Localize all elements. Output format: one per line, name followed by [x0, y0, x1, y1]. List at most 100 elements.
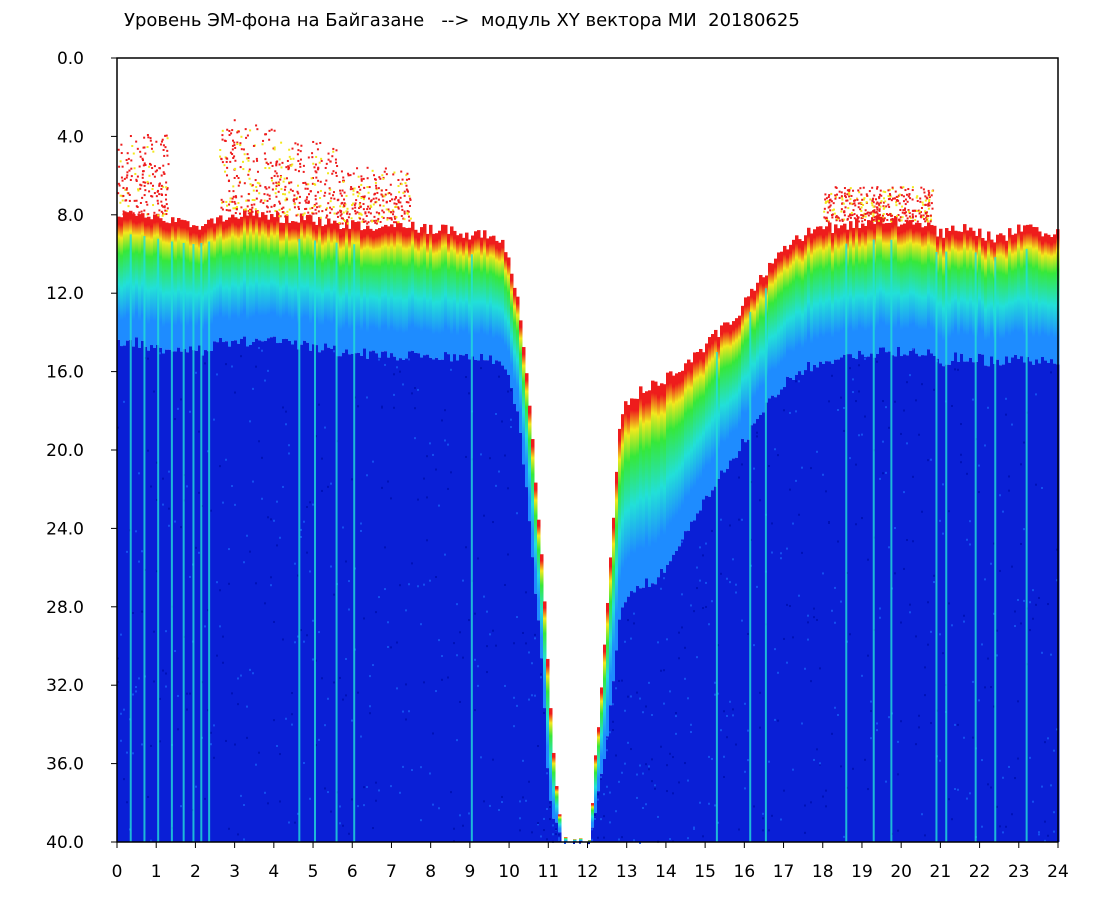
heatmap-speckle	[681, 593, 683, 596]
heatmap-speckle	[165, 630, 167, 633]
heatmap-low-band	[312, 344, 316, 842]
burst-dot	[259, 184, 262, 187]
heatmap-speckle	[999, 569, 1001, 572]
x-tick-label: 8	[425, 862, 436, 882]
burst-dot	[831, 209, 834, 212]
burst-dot	[362, 220, 365, 223]
heatmap-band	[1023, 225, 1027, 363]
burst-dot	[125, 188, 128, 191]
heatmap-speckle	[768, 760, 770, 763]
burst-dot	[403, 212, 406, 215]
burst-dot	[151, 167, 154, 170]
burst-dot	[274, 192, 277, 195]
heatmap-speckle	[330, 482, 332, 485]
burst-dot	[928, 204, 931, 207]
burst-dot	[133, 199, 136, 202]
heatmap-speckle	[627, 695, 629, 698]
heatmap-speckle	[990, 686, 992, 689]
heatmap-speckle	[843, 835, 845, 838]
heatmap-speckle	[888, 546, 890, 549]
heatmap-speckle	[291, 723, 293, 726]
burst-dot	[126, 162, 129, 165]
burst-dot	[341, 189, 344, 192]
heatmap-band	[885, 223, 889, 353]
burst-dot	[288, 155, 291, 158]
heatmap-speckle	[516, 512, 518, 515]
heatmap-speckle	[321, 457, 323, 460]
heatmap-low-band	[399, 358, 403, 842]
heatmap-band	[168, 223, 172, 350]
heatmap-band	[708, 337, 712, 497]
burst-dot	[360, 213, 363, 216]
burst-dot	[407, 210, 410, 213]
heatmap-speckle	[744, 702, 746, 705]
heatmap-speckle	[333, 681, 335, 684]
burst-dot	[925, 211, 928, 214]
heatmap-band	[555, 786, 559, 823]
heatmap-low-band	[690, 521, 694, 842]
heatmap-speckle	[267, 802, 269, 805]
heatmap-speckle	[294, 641, 296, 644]
heatmap-speckle	[957, 368, 959, 371]
heatmap-speckle	[1047, 834, 1049, 837]
heatmap-speckle	[327, 697, 329, 700]
burst-dot	[355, 199, 358, 202]
burst-dot	[841, 218, 844, 221]
burst-dot	[374, 181, 377, 184]
heatmap-speckle	[954, 723, 956, 726]
burst-dot	[331, 172, 334, 175]
burst-dot	[315, 176, 318, 179]
heatmap-low-band	[147, 350, 151, 842]
heatmap-low-band	[354, 353, 358, 842]
heatmap-speckle	[981, 643, 983, 646]
burst-dot	[164, 193, 167, 196]
burst-dot	[127, 205, 130, 208]
burst-dot	[154, 170, 157, 173]
heatmap-speckle	[957, 723, 959, 726]
burst-dot	[333, 197, 336, 200]
heatmap-band	[609, 557, 613, 706]
burst-dot	[394, 221, 397, 224]
heatmap-band	[915, 222, 919, 354]
heatmap-band	[1011, 234, 1015, 358]
burst-dot	[250, 203, 253, 206]
heatmap-speckle	[264, 791, 266, 794]
heatmap-speckle	[717, 821, 719, 824]
heatmap-speckle	[141, 743, 143, 746]
burst-dot	[263, 193, 266, 196]
heatmap-band	[138, 214, 142, 348]
heatmap-speckle	[612, 729, 614, 732]
heatmap-low-band	[654, 584, 658, 842]
heatmap-low-band	[315, 345, 319, 842]
heatmap-speckle	[552, 824, 554, 827]
heatmap-band	[660, 383, 664, 569]
burst-dot	[392, 210, 395, 213]
heatmap-band	[753, 290, 757, 424]
burst-dot	[359, 188, 362, 191]
burst-dot	[847, 192, 850, 195]
burst-dot	[242, 168, 245, 171]
heatmap-speckle	[753, 467, 755, 470]
burst-dot	[870, 219, 873, 222]
heatmap-speckle	[267, 369, 269, 372]
heatmap-speckle	[405, 683, 407, 686]
heatmap-low-band	[234, 340, 238, 842]
heatmap-low-band	[294, 340, 298, 842]
burst-dot	[919, 197, 922, 200]
heatmap-speckle	[312, 619, 314, 622]
heatmap-speckle	[711, 600, 713, 603]
burst-dot	[398, 191, 401, 194]
burst-dot	[302, 214, 305, 217]
heatmap-speckle	[288, 444, 290, 447]
burst-dot	[288, 208, 291, 211]
heatmap-speckle	[378, 596, 380, 599]
heatmap-speckle	[126, 550, 128, 553]
heatmap-speckle	[753, 805, 755, 808]
burst-dot	[272, 147, 275, 150]
heatmap-speckle	[807, 638, 809, 641]
x-tick-label: 13	[616, 862, 638, 882]
heatmap-low-band	[300, 344, 304, 842]
heatmap-low-band	[231, 341, 235, 842]
burst-dot	[291, 147, 294, 150]
heatmap-speckle	[312, 658, 314, 661]
